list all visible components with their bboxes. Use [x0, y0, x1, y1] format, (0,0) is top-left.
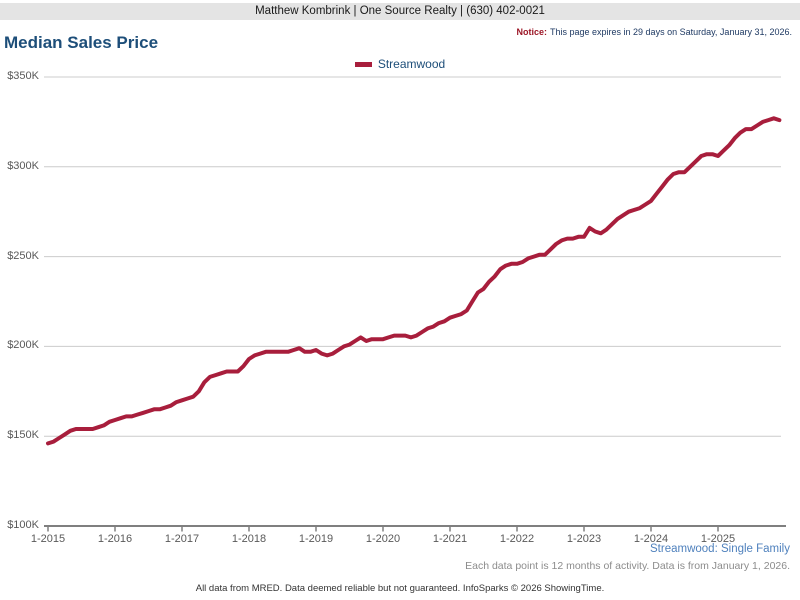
x-axis-label-1-2022: 1-2022 — [499, 533, 535, 545]
y-axis-label-100k: $100K — [7, 519, 39, 531]
y-axis-label-300k: $300K — [7, 159, 39, 172]
y-axis-label-150k: $150K — [7, 429, 39, 442]
x-axis-label-1-2025: 1-2025 — [700, 533, 736, 545]
x-axis-label-1-2021: 1-2021 — [432, 533, 468, 545]
x-axis-label-1-2024: 1-2024 — [633, 533, 669, 545]
x-axis-label-1-2017: 1-2017 — [164, 533, 200, 545]
x-axis-label-1-2020: 1-2020 — [365, 533, 401, 545]
series-type-link[interactable]: Streamwood: Single Family — [650, 543, 790, 555]
page-title: Median Sales Price — [4, 33, 159, 52]
agent-info-text: Matthew Kombrink | One Source Realty | (… — [255, 5, 545, 17]
notice-label: Notice: — [516, 27, 547, 37]
y-axis-label-200k: $200K — [7, 339, 39, 352]
expiry-notice: Notice: This page expires in 29 days on S… — [516, 27, 792, 37]
x-axis-label-1-2016: 1-2016 — [97, 533, 133, 545]
x-axis-label-1-2023: 1-2023 — [566, 533, 602, 545]
y-axis-label-250k: $250K — [7, 249, 39, 262]
agent-header-bar: Matthew Kombrink | One Source Realty | (… — [0, 3, 800, 20]
price-line-streamwood — [46, 116, 782, 446]
footer-disclaimer: All data from MRED. Data deemed reliable… — [195, 583, 605, 594]
x-axis-label-1-2018: 1-2018 — [231, 533, 267, 545]
x-axis-label-1-2019: 1-2019 — [298, 533, 334, 545]
notice-text: This page expires in 29 days on Saturday… — [550, 27, 792, 37]
y-axis-label-350k: $350K — [7, 70, 39, 82]
x-axis-label-1-2015: 1-2015 — [30, 533, 66, 545]
data-note: Each data point is 12 months of activity… — [465, 560, 790, 572]
